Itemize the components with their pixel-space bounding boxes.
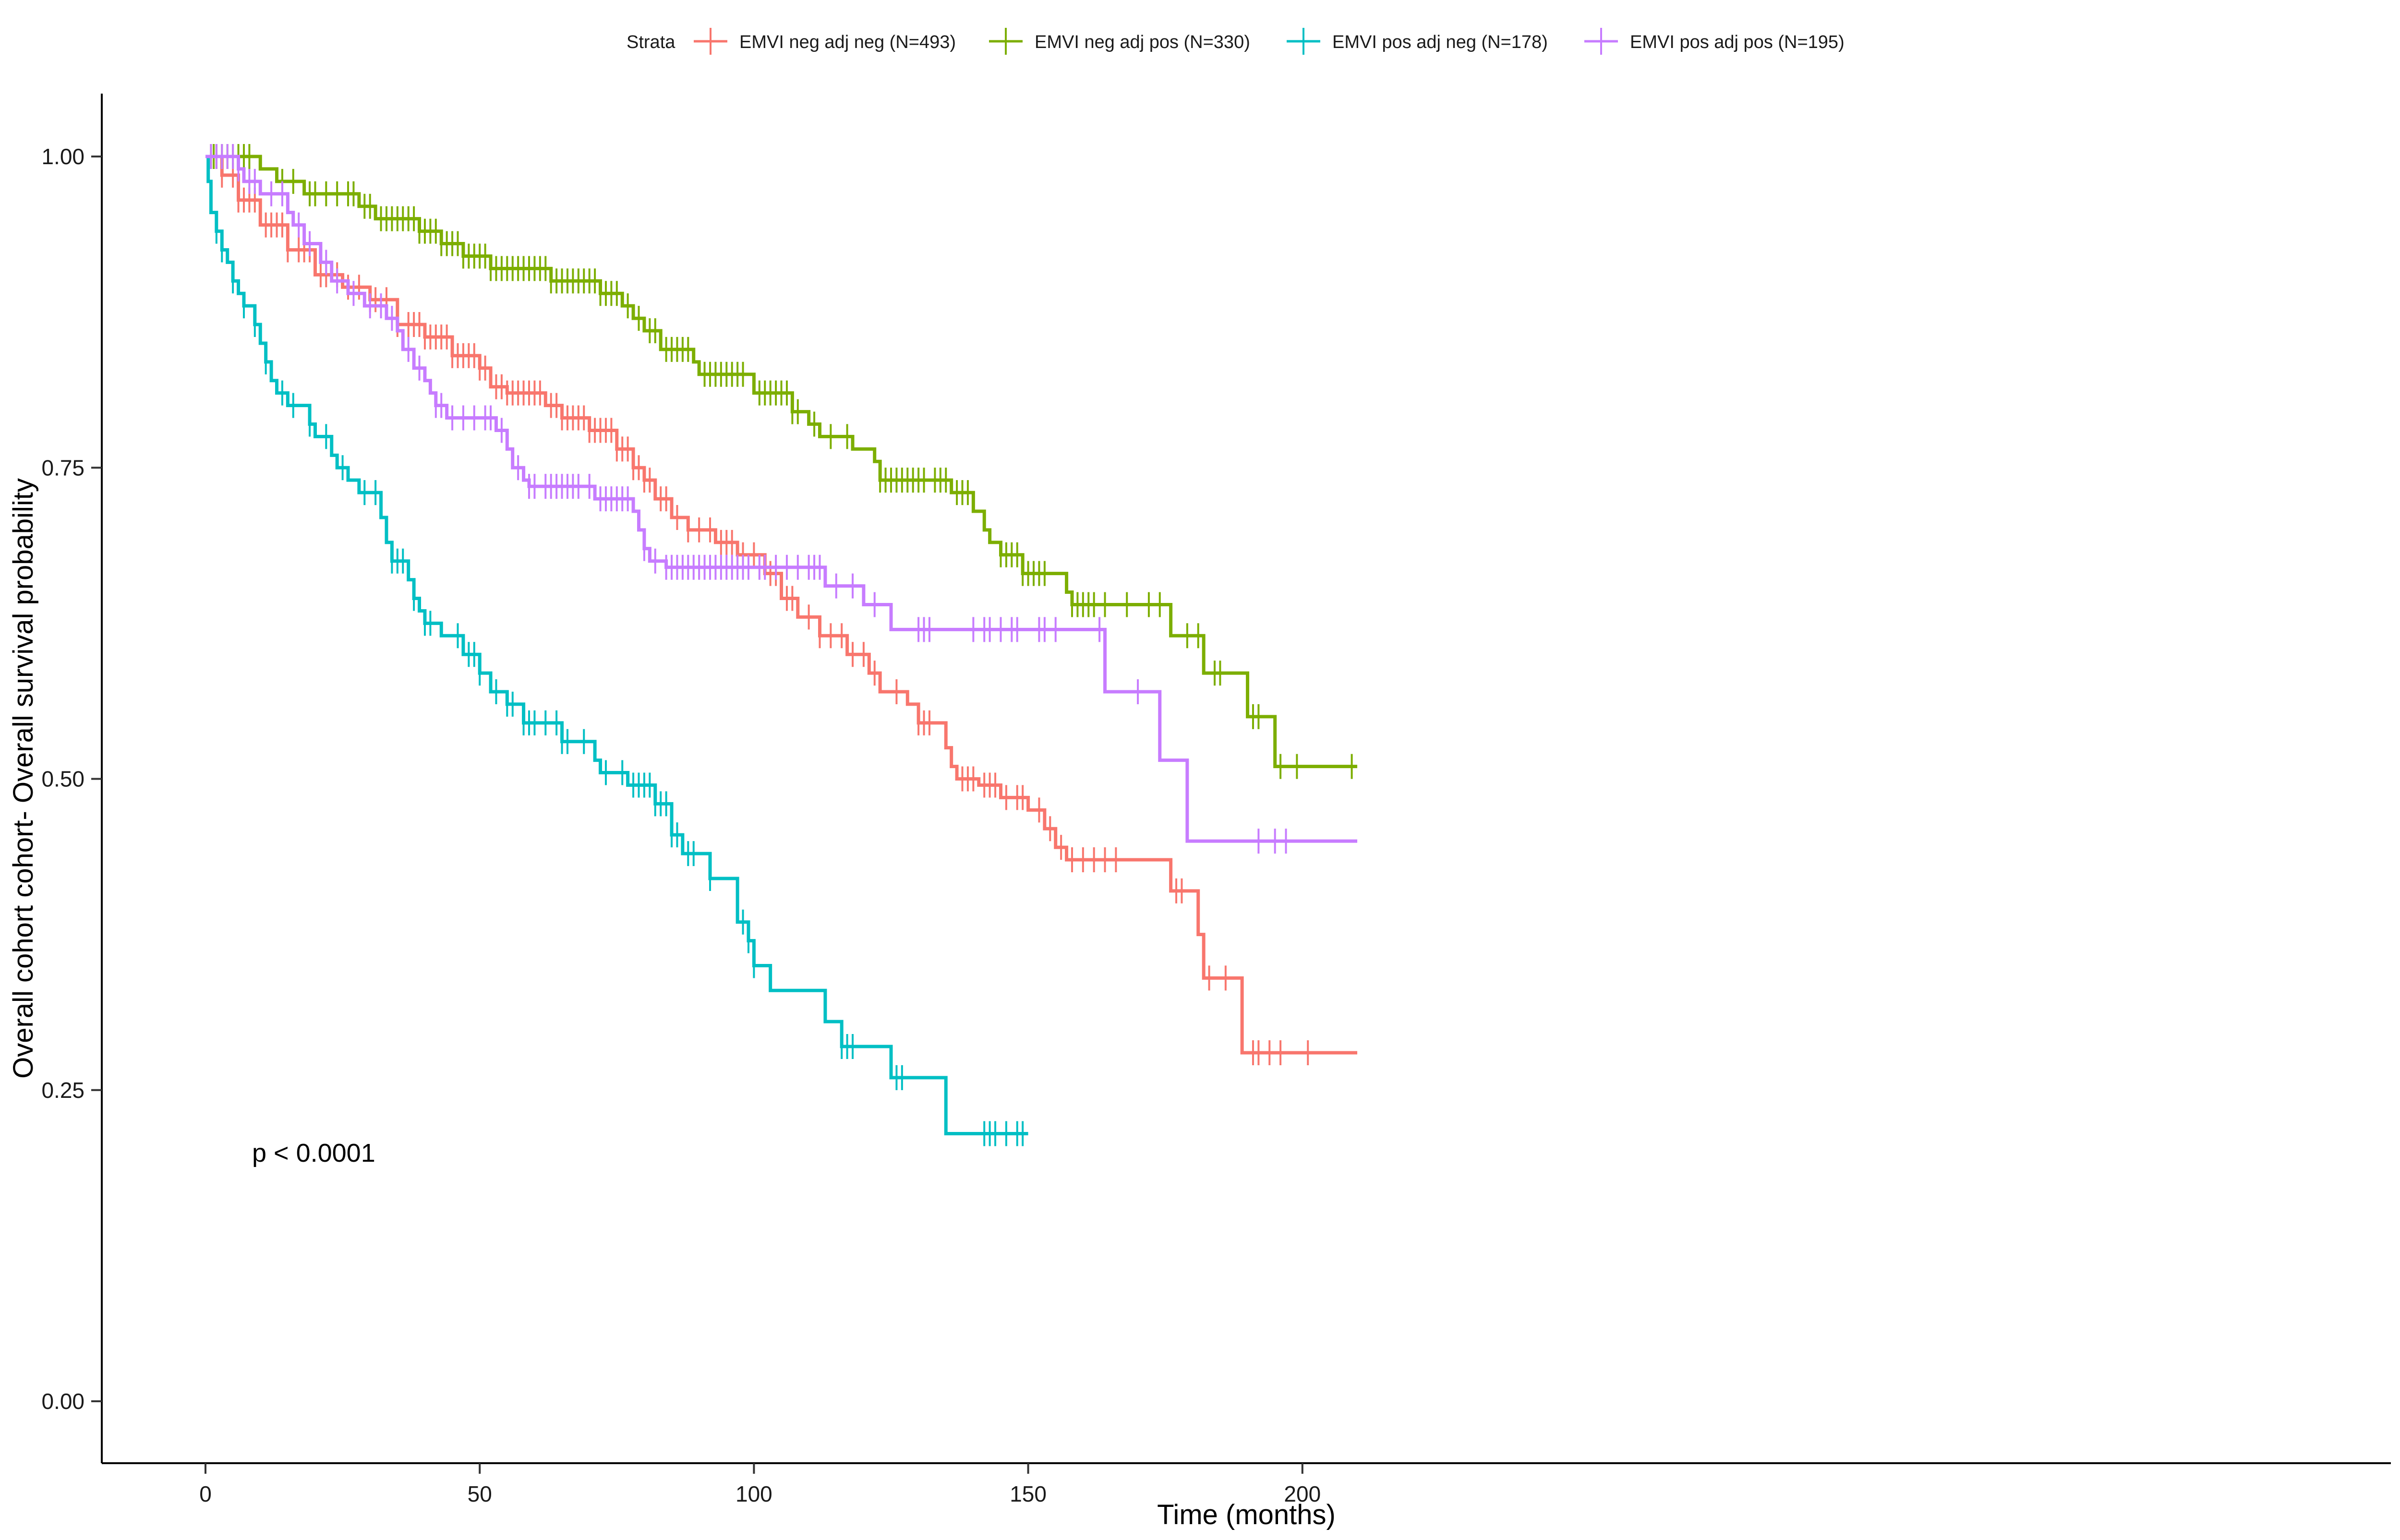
- survival-curve-0: [205, 155, 1358, 1055]
- y-tick-label: 0.25: [41, 1078, 84, 1103]
- legend-item: EMVI neg adj neg (N=493): [694, 28, 956, 55]
- x-tick-label: 50: [468, 1481, 492, 1506]
- legend-item: EMVI pos adj neg (N=178): [1287, 28, 1548, 55]
- survival-curve-1: [205, 155, 1358, 769]
- y-axis-title: Overall cohort cohort- Overall survival …: [8, 478, 39, 1079]
- x-tick-label: 150: [1010, 1481, 1047, 1506]
- y-tick-label: 0.50: [41, 767, 84, 792]
- legend-label: EMVI pos adj pos (N=195): [1630, 32, 1845, 52]
- legend: Strata EMVI neg adj neg (N=493) EMVI neg …: [627, 28, 1845, 55]
- plot-area: [205, 144, 1358, 1146]
- series-group: [205, 144, 1358, 1065]
- legend-label: EMVI neg adj pos (N=330): [1035, 32, 1250, 52]
- x-tick-label: 200: [1284, 1481, 1321, 1506]
- y-tick-label: 0.00: [41, 1389, 84, 1414]
- x-tick-label: 100: [736, 1481, 772, 1506]
- legend-item: EMVI pos adj pos (N=195): [1584, 28, 1845, 55]
- x-axis-title: Time (months): [1157, 1499, 1336, 1530]
- survival-curve-3: [205, 155, 1358, 843]
- y-tick-label: 0.75: [41, 455, 84, 480]
- legend-title: Strata: [627, 32, 675, 52]
- legend-label: EMVI pos adj neg (N=178): [1332, 32, 1548, 52]
- y-tick-label: 1.00: [41, 144, 84, 169]
- x-tick-label: 0: [199, 1481, 212, 1506]
- legend-item: EMVI neg adj pos (N=330): [989, 28, 1250, 55]
- series-group: [205, 144, 1358, 779]
- p-value-annotation: p < 0.0001: [252, 1139, 375, 1167]
- legend-label: EMVI neg adj neg (N=493): [739, 32, 956, 52]
- series-group: [205, 144, 1358, 854]
- series-group: [205, 155, 1028, 1146]
- axes: 0 50 100 150 200 0.00 0.25 0.50 0.75 1.00: [41, 94, 2391, 1506]
